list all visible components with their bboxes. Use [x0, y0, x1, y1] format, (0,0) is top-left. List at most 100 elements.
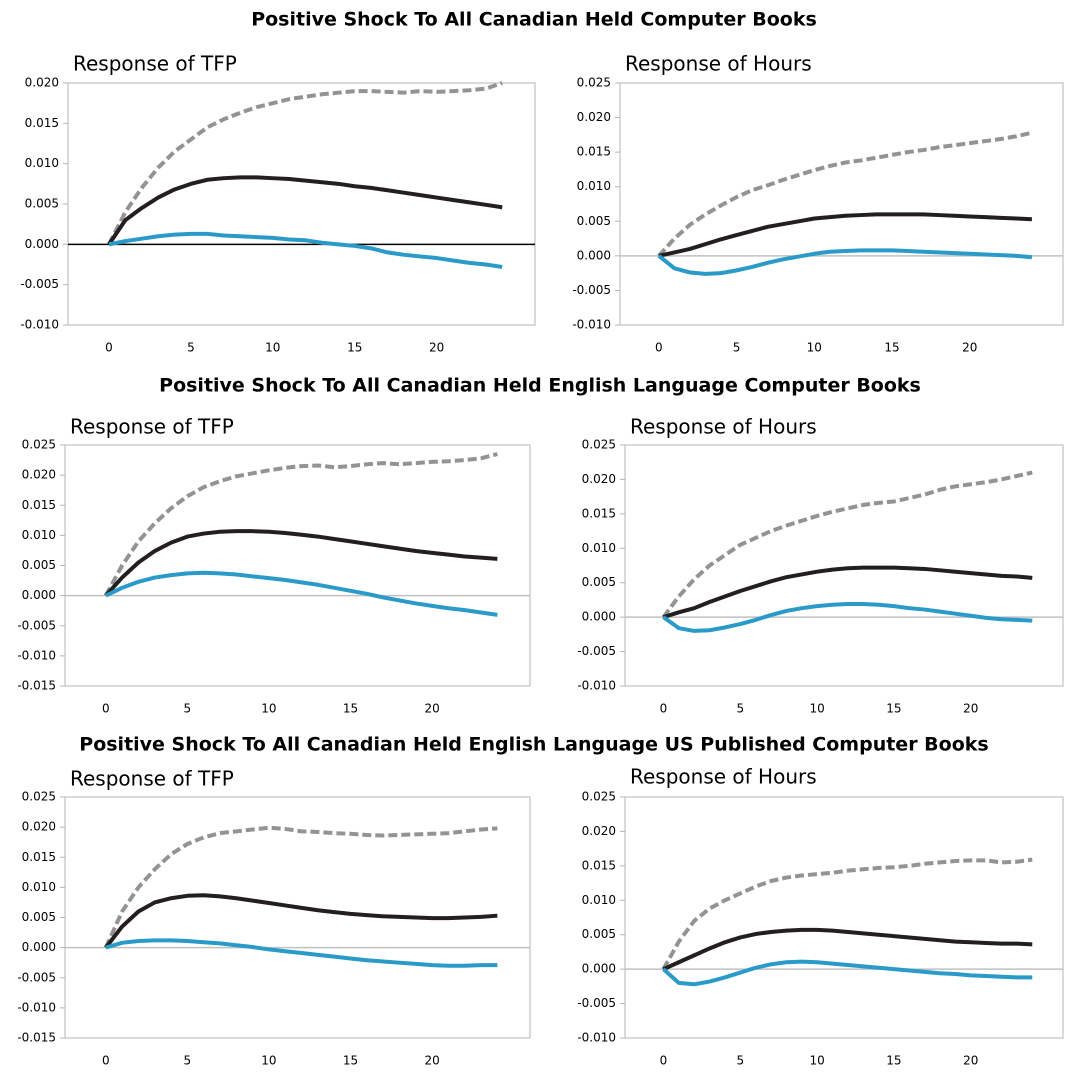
y-tick-label: 0.010	[582, 893, 616, 907]
y-tick-label: 0.015	[582, 506, 616, 520]
y-tick-label: 0.015	[22, 850, 56, 864]
x-tick-label: 15	[343, 702, 358, 716]
y-tick-label: 0.010	[25, 156, 59, 170]
y-tick-label: 0.000	[25, 237, 59, 251]
y-tick-label: 0.005	[22, 910, 56, 924]
y-tick-label: 0.020	[577, 110, 611, 124]
series-line	[104, 893, 498, 949]
y-tick-label: 0.000	[582, 962, 616, 976]
y-tick-label: 0.005	[25, 197, 59, 211]
y-tick-label: 0.015	[577, 145, 611, 159]
y-tick-label: 0.000	[577, 248, 611, 262]
y-tick-label: 0.005	[577, 214, 611, 228]
x-tick-label: 10	[261, 1054, 276, 1068]
y-tick-label: 0.025	[22, 790, 56, 804]
y-tick-label: -0.010	[17, 648, 56, 662]
y-tick-label: 0.015	[582, 858, 616, 872]
x-tick-label: 0	[660, 702, 668, 716]
series-line	[107, 175, 503, 246]
chart-title: Response of TFP	[73, 52, 237, 76]
y-tick-label: 0.010	[582, 541, 616, 555]
y-tick-label: 0.010	[22, 528, 56, 542]
x-tick-label: 20	[962, 341, 977, 355]
x-tick-label: 15	[884, 341, 899, 355]
y-tick-label: 0.025	[577, 76, 611, 90]
x-tick-label: 5	[184, 1054, 192, 1068]
x-tick-label: 5	[184, 702, 192, 716]
series-line	[107, 81, 503, 246]
x-tick-label: 20	[963, 702, 978, 716]
section-title: Positive Shock To All Canadian Held Engl…	[79, 734, 988, 756]
series-line	[658, 212, 1032, 258]
x-tick-label: 15	[343, 1054, 358, 1068]
x-tick-label: 20	[424, 702, 439, 716]
y-tick-label: 0.000	[22, 940, 56, 954]
chart-title: Response of Hours	[625, 52, 812, 76]
y-tick-label: -0.010	[572, 318, 611, 332]
series-line	[657, 130, 1033, 258]
x-tick-label: 10	[809, 1054, 824, 1068]
plot-frame	[67, 82, 536, 326]
x-tick-label: 5	[187, 341, 195, 355]
x-tick-label: 0	[105, 341, 113, 355]
y-tick-label: 0.005	[582, 575, 616, 589]
y-tick-label: 0.025	[582, 790, 616, 804]
y-tick-label: 0.020	[22, 820, 56, 834]
x-tick-label: 5	[733, 341, 741, 355]
series-line	[108, 231, 503, 269]
x-tick-label: 0	[655, 341, 663, 355]
series-line	[662, 602, 1033, 633]
x-tick-label: 5	[736, 702, 744, 716]
y-tick-label: -0.015	[17, 679, 56, 693]
y-tick-label: 0.000	[22, 588, 56, 602]
y-tick-label: 0.020	[22, 468, 56, 482]
series-line	[104, 452, 498, 597]
y-tick-label: -0.010	[20, 318, 59, 332]
y-tick-label: 0.000	[582, 610, 616, 624]
chart-title: Response of Hours	[630, 415, 817, 439]
plot-frame	[619, 82, 1064, 326]
x-tick-label: 5	[736, 1054, 744, 1068]
y-tick-label: 0.025	[22, 438, 56, 452]
x-tick-label: 15	[886, 1054, 901, 1068]
y-tick-label: 0.020	[582, 824, 616, 838]
section-title: Positive Shock To All Canadian Held Engl…	[159, 375, 921, 397]
y-tick-label: -0.005	[572, 283, 611, 297]
x-tick-label: 0	[102, 1054, 110, 1068]
series-line	[662, 959, 1033, 987]
y-tick-label: -0.005	[17, 970, 56, 984]
y-tick-label: 0.005	[582, 927, 616, 941]
y-tick-label: 0.025	[582, 438, 616, 452]
x-tick-label: 10	[807, 341, 822, 355]
x-tick-label: 10	[265, 341, 280, 355]
x-tick-label: 20	[429, 341, 444, 355]
y-tick-label: -0.005	[577, 644, 616, 658]
y-tick-label: -0.010	[17, 1000, 56, 1014]
series-line	[104, 529, 498, 597]
chart-title: Response of TFP	[70, 767, 234, 791]
series-line	[657, 248, 1033, 276]
y-tick-label: 0.015	[25, 116, 59, 130]
y-tick-label: 0.010	[22, 880, 56, 894]
series-line	[662, 565, 1033, 620]
series-line	[661, 470, 1033, 619]
y-tick-label: -0.005	[577, 996, 616, 1010]
x-tick-label: 20	[424, 1054, 439, 1068]
y-tick-label: -0.010	[577, 679, 616, 693]
x-tick-label: 20	[963, 1054, 978, 1068]
chart-title: Response of TFP	[70, 415, 234, 439]
x-tick-label: 10	[261, 702, 276, 716]
x-tick-label: 15	[347, 341, 362, 355]
series-line	[662, 927, 1033, 971]
y-tick-label: -0.015	[17, 1031, 56, 1045]
x-tick-label: 0	[660, 1054, 668, 1068]
x-tick-label: 10	[809, 702, 824, 716]
series-line	[661, 857, 1033, 971]
series-line	[105, 938, 498, 968]
plot-frame	[624, 444, 1064, 687]
y-tick-label: 0.010	[577, 179, 611, 193]
y-tick-label: -0.010	[577, 1031, 616, 1045]
y-tick-label: 0.005	[22, 558, 56, 572]
x-tick-label: 15	[886, 702, 901, 716]
